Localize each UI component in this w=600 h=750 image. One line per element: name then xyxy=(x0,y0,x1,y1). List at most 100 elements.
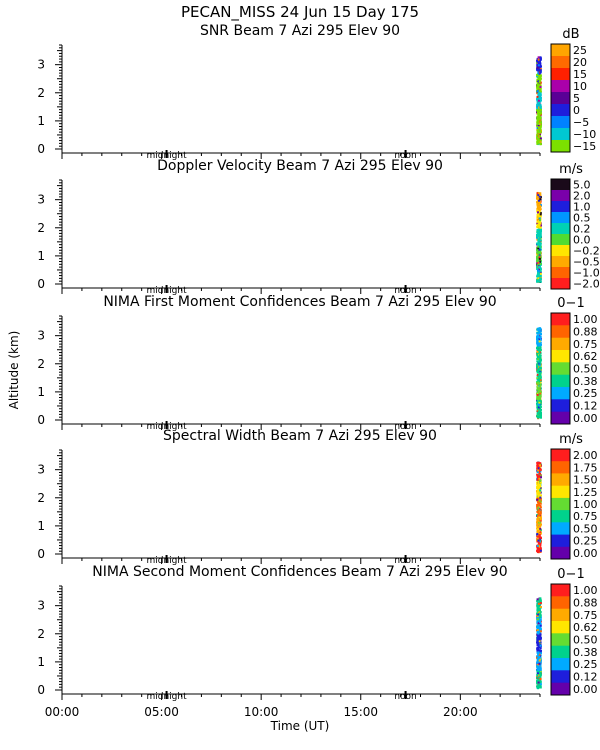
data-cell xyxy=(536,681,539,684)
data-cell xyxy=(538,549,541,552)
marker-label-midnight: midnight xyxy=(146,556,187,566)
data-cell xyxy=(539,81,542,84)
data-cell xyxy=(538,672,541,675)
data-cell xyxy=(538,97,541,100)
data-cell xyxy=(536,489,539,492)
data-cell xyxy=(537,469,540,472)
colorbar-swatch xyxy=(551,128,570,141)
data-cell xyxy=(539,63,542,66)
colorbar-label: 10 xyxy=(573,80,587,93)
data-cell xyxy=(539,61,541,64)
colorbar-swatch xyxy=(551,256,570,268)
data-cell xyxy=(536,232,539,234)
data-cell xyxy=(537,247,540,250)
data-cell xyxy=(536,206,539,209)
data-cell xyxy=(539,370,542,373)
data-cell xyxy=(537,261,540,264)
data-cell xyxy=(539,462,542,465)
colorbar-unit: 0−1 xyxy=(557,296,584,311)
data-cell xyxy=(537,526,539,529)
data-cell xyxy=(536,192,539,195)
data-cell xyxy=(536,507,539,510)
data-cell xyxy=(537,114,540,117)
data-cell xyxy=(536,545,539,547)
data-cell xyxy=(536,90,539,93)
data-cell xyxy=(539,401,542,404)
data-cell xyxy=(537,534,540,537)
data-cell xyxy=(536,104,539,107)
data-cell xyxy=(536,195,539,198)
data-cell xyxy=(537,349,540,351)
data-cell xyxy=(536,637,539,640)
data-cell xyxy=(536,615,539,617)
data-cell xyxy=(539,616,541,619)
data-cell xyxy=(539,619,541,622)
colorbar-swatch xyxy=(551,510,570,523)
data-cell xyxy=(537,605,540,608)
data-cell xyxy=(537,669,540,672)
data-cell xyxy=(539,139,542,142)
data-cell xyxy=(539,341,542,344)
data-cell xyxy=(538,495,541,498)
data-cell xyxy=(536,533,539,535)
data-cell xyxy=(538,349,541,352)
data-cell xyxy=(538,340,541,343)
data-cell xyxy=(539,242,542,245)
data-cell xyxy=(536,255,539,258)
colorbar-label: 0.75 xyxy=(573,510,598,523)
data-cell xyxy=(536,369,539,371)
data-cell xyxy=(536,327,539,330)
data-cell xyxy=(539,474,542,477)
data-cell xyxy=(536,598,539,601)
data-cell xyxy=(539,65,542,68)
data-cell xyxy=(537,645,540,648)
data-cell xyxy=(537,334,540,337)
data-cell xyxy=(536,478,539,481)
data-cell xyxy=(537,483,540,485)
colorbar-label: 5.0 xyxy=(573,179,591,192)
data-cell xyxy=(539,124,542,127)
data-cell xyxy=(538,525,541,528)
data-cell xyxy=(538,331,541,334)
data-cell xyxy=(537,274,540,277)
data-cell xyxy=(537,358,540,361)
data-cell xyxy=(537,391,540,393)
data-cell xyxy=(539,611,542,613)
colorbar-label: 1.50 xyxy=(573,474,598,487)
data-cell xyxy=(540,412,542,415)
data-cell xyxy=(539,529,542,532)
data-cell xyxy=(537,249,540,252)
data-cell xyxy=(538,135,541,138)
data-cells xyxy=(536,56,542,146)
colorbar-swatch xyxy=(551,645,570,659)
panel-4: Spectral Width Beam 7 Azi 295 Elev 90 0 1 2… xyxy=(37,428,597,566)
data-cell xyxy=(536,377,539,380)
data-cell xyxy=(538,337,541,340)
data-cell xyxy=(537,624,540,627)
data-cell xyxy=(536,355,539,358)
data-cell xyxy=(539,523,542,526)
data-cell xyxy=(536,664,539,667)
data-cell xyxy=(538,199,540,202)
data-cell xyxy=(540,494,542,497)
data-cell xyxy=(537,375,540,378)
data-cell xyxy=(539,650,542,653)
data-cell xyxy=(536,529,539,532)
data-cell xyxy=(536,108,539,111)
data-cell xyxy=(537,642,540,645)
colorbar-label: 0.25 xyxy=(573,535,598,548)
colorbar-label: 1.75 xyxy=(573,461,598,474)
data-cell xyxy=(539,517,542,520)
data-cell xyxy=(539,215,542,218)
data-cell xyxy=(539,196,542,199)
data-cell xyxy=(537,258,540,261)
data-cell xyxy=(539,259,542,262)
data-cell xyxy=(539,664,542,666)
data-cell xyxy=(539,505,542,508)
data-cell xyxy=(539,213,542,216)
data-cell xyxy=(539,219,541,222)
data-cell xyxy=(537,503,540,506)
data-cell xyxy=(537,674,540,677)
data-cell xyxy=(538,81,541,84)
data-cell xyxy=(538,133,541,136)
